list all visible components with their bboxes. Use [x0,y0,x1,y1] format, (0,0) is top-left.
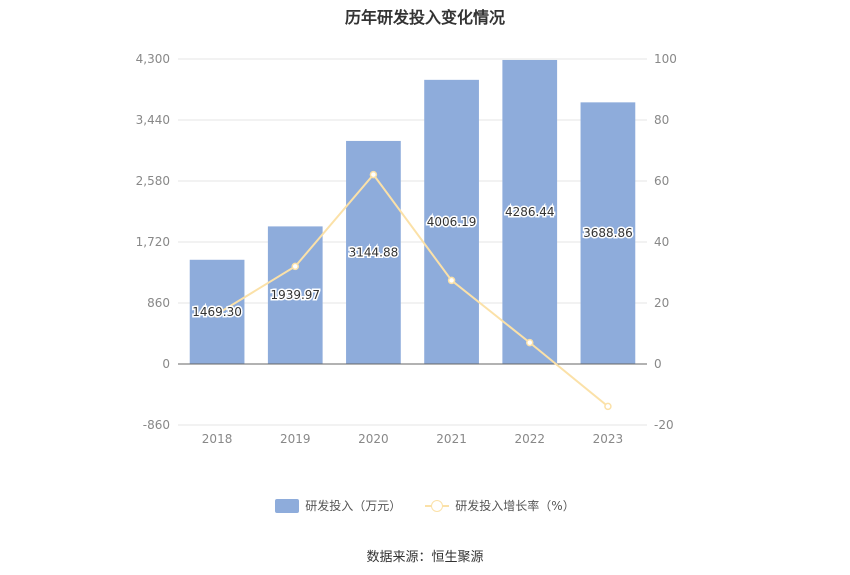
right-tick-label: 20 [654,296,669,310]
left-tick-label: 3,440 [136,113,170,127]
x-tick-label: 2022 [514,432,545,446]
right-tick-label: 0 [654,357,662,371]
line-point [447,276,456,285]
x-tick-label: 2023 [593,432,624,446]
legend-bar-label: 研发投入（万元） [305,499,402,513]
legend-item-bar[interactable]: 研发投入（万元） [275,497,401,514]
bar-data-label: 1469.30 [192,305,242,319]
bar-data-label: 4006.19 [427,215,477,229]
right-tick-label: 40 [654,235,669,249]
left-tick-label: 0 [162,357,170,371]
x-tick-label: 2018 [202,432,233,446]
x-tick-label: 2021 [436,432,467,446]
chart-title: 历年研发投入变化情况 [344,8,505,27]
x-tick-label: 2020 [358,432,389,446]
bar [580,102,636,365]
line-point [526,338,534,347]
bar [502,59,558,364]
growth-line [216,172,609,408]
bar-data-label: 3688.86 [583,226,633,240]
x-tick-label: 2019 [280,432,311,446]
legend: 研发投入（万元） 研发投入增长率（%） [0,497,850,514]
source-text: 数据来源：恒生聚源 [366,550,484,565]
bar-data-label: 3144.88 [349,245,399,259]
line-point [369,170,378,179]
line-point [604,402,612,411]
left-tick-label: 4,300 [136,52,170,66]
legend-line-swatch [425,499,450,513]
right-tick-label: 80 [654,113,669,127]
bar [267,226,323,364]
left-tick-label: 2,580 [136,174,170,188]
legend-item-line[interactable]: 研发投入增长率（%） [425,497,575,514]
right-tick-label: 100 [654,52,677,66]
legend-bar-swatch [275,498,300,513]
left-tick-label: 860 [147,296,170,310]
left-tick-label: -860 [143,418,170,432]
bar-data-label: 4286.44 [505,205,555,219]
bar-data-label: 1939.97 [270,288,320,302]
line-point [213,310,221,318]
bar [424,79,479,364]
right-tick-label: -20 [654,418,674,432]
line-point [291,262,299,271]
left-tick-label: 1,720 [136,235,170,249]
right-tick-label: 60 [654,174,669,188]
legend-line-label: 研发投入增长率（%） [455,499,575,513]
